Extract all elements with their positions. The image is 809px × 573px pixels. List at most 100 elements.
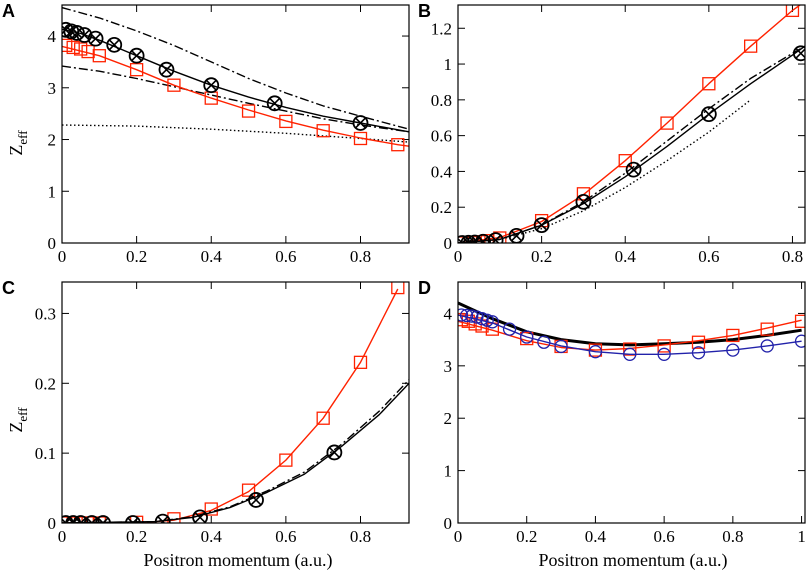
panel-c: C Zeff Positron momentum (a.u.) 0 0.2 0.4 0… <box>2 278 410 571</box>
series-d-2-point <box>794 314 805 328</box>
x-tick-label-d: 0 <box>454 527 463 546</box>
panel-d: D Positron momentum (a.u.) 0 0.2 0.4 0.6 0.8… <box>418 278 806 571</box>
series-b-5-point <box>625 161 642 178</box>
x-tick-label-c: 0 <box>58 527 67 546</box>
y-tick-label-c: 0.2 <box>35 374 56 393</box>
series-a-5-point <box>167 78 181 92</box>
x-tick-label-d: 0.8 <box>722 527 743 546</box>
panel-a: A Zeff 0 0.2 0.4 0.6 0.8 0 1 2 3 4 <box>2 1 410 266</box>
series-c-1-point <box>241 483 256 497</box>
x-tick-label-c: 0.4 <box>201 527 223 546</box>
series-a-6-point <box>352 115 369 131</box>
y-tick-label-b: 0.2 <box>431 198 452 217</box>
series-c-1-point <box>316 411 330 425</box>
series-a-5-point <box>279 114 293 129</box>
y-tick-label-c: 0.3 <box>35 304 56 323</box>
series-c-4-point <box>248 492 264 508</box>
y-tick-label-b: 0.8 <box>431 91 452 110</box>
series-b-1-point <box>660 116 674 130</box>
y-tick-label-b: 0.4 <box>431 162 453 181</box>
series-a-5-point <box>62 38 73 53</box>
series-c-2-line <box>62 382 409 523</box>
series-b-1-point <box>702 77 716 91</box>
series-d-4-point <box>475 312 489 326</box>
y-axis-label-c: Zeff <box>6 407 30 433</box>
x-tick-label-c: 0.2 <box>126 527 147 546</box>
series-a-5-point <box>129 63 144 77</box>
x-tick-label-a: 0.8 <box>350 247 371 266</box>
y-tick-label-b: 0 <box>444 234 453 253</box>
y-tick-label-b: 1 <box>444 55 453 74</box>
series-d-4-point <box>657 347 671 361</box>
series-b-5-point <box>792 45 805 62</box>
series-c-4-point <box>95 515 111 523</box>
y-tick-label-b: 1.2 <box>431 19 452 38</box>
x-tick-label-d: 0.2 <box>516 527 537 546</box>
panel-letter-d: D <box>418 278 431 298</box>
series-c-1-point <box>391 282 405 295</box>
series-d-4-point <box>485 315 500 329</box>
y-tick-label-d: 1 <box>444 462 453 481</box>
series-b-5-point <box>533 217 550 234</box>
plot-area-b <box>458 5 805 243</box>
y-tick-label-c: 0 <box>48 514 57 533</box>
y-tick-label-a: 1 <box>48 182 57 201</box>
series-d-4-point <box>537 335 551 349</box>
y-tick-label-d: 4 <box>444 304 453 323</box>
series-d-4-point <box>470 310 484 324</box>
x-tick-label-b: 0 <box>454 247 463 266</box>
x-tick-label-a: 0 <box>58 247 67 266</box>
series-d-2-point <box>726 328 740 343</box>
x-tick-label-d: 1 <box>797 527 806 546</box>
x-tick-label-a: 0.6 <box>275 247 296 266</box>
series-b-1-point <box>576 187 591 201</box>
series-d-2-point <box>623 342 637 356</box>
x-tick-label-d: 0.6 <box>654 527 675 546</box>
series-b-5-point <box>475 233 491 243</box>
series-a-4-line <box>62 45 409 147</box>
series-c-3-line <box>62 379 409 523</box>
plot-area-d <box>458 301 805 361</box>
series-a-6-point <box>87 30 104 47</box>
series-d-2-point <box>760 322 774 336</box>
series-d-4-point <box>459 308 474 323</box>
series-b-1-point <box>618 154 632 168</box>
panel-letter-a: A <box>2 1 15 21</box>
series-a-1-line <box>62 6 409 130</box>
series-d-2-point <box>691 335 706 349</box>
series-d-4-point <box>554 339 568 354</box>
series-c-1-point <box>279 453 293 467</box>
series-a-5-point <box>353 131 368 146</box>
series-b-2-line <box>458 45 805 243</box>
x-tick-label-b: 0.2 <box>531 247 552 266</box>
series-d-4-point <box>623 347 637 361</box>
x-tick-label-b: 0.6 <box>698 247 719 266</box>
series-a-5-point <box>92 49 106 63</box>
series-c-1-point <box>62 516 73 523</box>
plot-area-c <box>62 282 409 523</box>
series-c-4-point <box>83 515 100 523</box>
series-b-1-point <box>785 5 800 18</box>
series-d-4-point <box>520 330 534 344</box>
series-b-3-line <box>458 45 805 243</box>
x-tick-label-a: 0.2 <box>126 247 147 266</box>
series-d-4-point <box>480 313 494 327</box>
series-b-5-point <box>575 193 592 210</box>
x-tick-label-c: 0.6 <box>275 527 296 546</box>
plot-frame-c <box>61 281 410 524</box>
series-c-4-point <box>326 444 343 461</box>
series-c-1-point <box>66 516 80 523</box>
series-d-4-point <box>760 339 774 353</box>
x-axis-label-c: Positron momentum (a.u.) <box>144 550 333 571</box>
plot-area-a <box>62 6 409 152</box>
series-a-5-point <box>391 138 405 152</box>
series-a-2-line <box>62 65 409 133</box>
series-d-4-point <box>502 322 517 336</box>
series-a-5-point <box>66 40 80 55</box>
series-d-4-point <box>794 334 805 348</box>
series-d-2-point <box>657 339 671 353</box>
series-b-0-line <box>458 5 802 243</box>
series-c-0-line <box>62 288 399 523</box>
series-d-4-point <box>588 345 603 359</box>
